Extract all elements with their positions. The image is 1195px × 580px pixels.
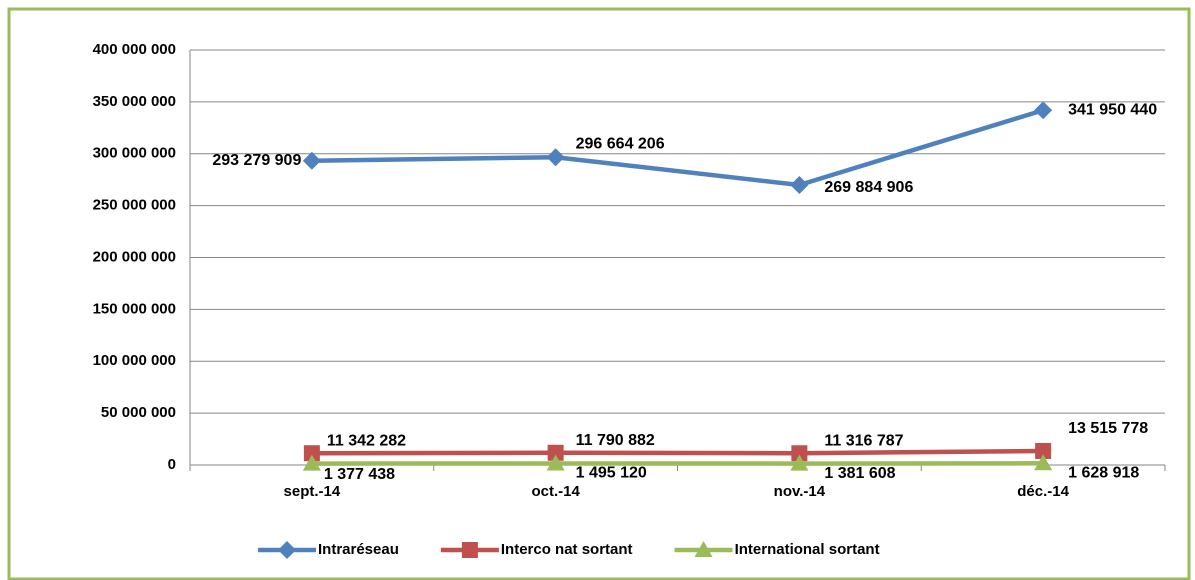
- value-label: 269 884 906: [824, 179, 913, 196]
- value-label: 293 279 909: [212, 152, 301, 169]
- y-tick-label: 300 000 000: [93, 145, 176, 162]
- point: [1034, 454, 1053, 471]
- value-label: 341 950 440: [1068, 101, 1157, 118]
- point: [790, 454, 809, 471]
- legend-label: International sortant: [735, 541, 880, 558]
- point: [1034, 101, 1053, 120]
- point: [546, 148, 565, 167]
- point: [302, 151, 321, 170]
- y-tick-label: 50 000 000: [101, 404, 176, 421]
- value-label: 13 515 778: [1068, 420, 1148, 437]
- y-tick-label: 350 000 000: [93, 93, 176, 110]
- value-label: 11 316 787: [824, 432, 903, 449]
- value-label: 1 381 608: [824, 465, 895, 482]
- y-tick-label: 200 000 000: [93, 248, 176, 265]
- point: [302, 454, 321, 471]
- value-label: 11 342 282: [327, 432, 406, 449]
- point: [791, 445, 808, 462]
- y-tick-label: 100 000 000: [93, 352, 176, 369]
- y-tick-label: 400 000 000: [93, 41, 176, 58]
- point: [790, 175, 809, 194]
- x-tick-label: nov.-14: [774, 483, 826, 500]
- legend-marker: [694, 541, 713, 557]
- point: [1035, 442, 1052, 459]
- value-label: 1 495 120: [576, 465, 647, 482]
- value-label: 1 628 918: [1068, 465, 1139, 482]
- value-label: 1 377 438: [324, 466, 395, 483]
- series-line: [311, 108, 1044, 188]
- legend-marker: [461, 542, 478, 558]
- point: [547, 444, 564, 461]
- y-tick-label: 250 000 000: [93, 197, 176, 214]
- x-tick-label: déc.-14: [1017, 483, 1069, 500]
- legend-label: Interco nat sortant: [501, 541, 633, 558]
- frame: [7, 7, 1191, 580]
- x-tick-label: sept.-14: [284, 483, 341, 500]
- y-tick-label: 150 000 000: [93, 300, 176, 317]
- y-tick-label: 0: [168, 456, 176, 473]
- x-tick-label: oct.-14: [531, 483, 580, 500]
- point: [546, 454, 565, 471]
- value-label: 296 664 206: [576, 135, 665, 152]
- legend-label: Intraréseau: [318, 541, 399, 558]
- series-line: [311, 448, 1044, 456]
- value-label: 11 790 882: [576, 432, 655, 449]
- point: [303, 445, 320, 462]
- legend-marker: [278, 541, 296, 559]
